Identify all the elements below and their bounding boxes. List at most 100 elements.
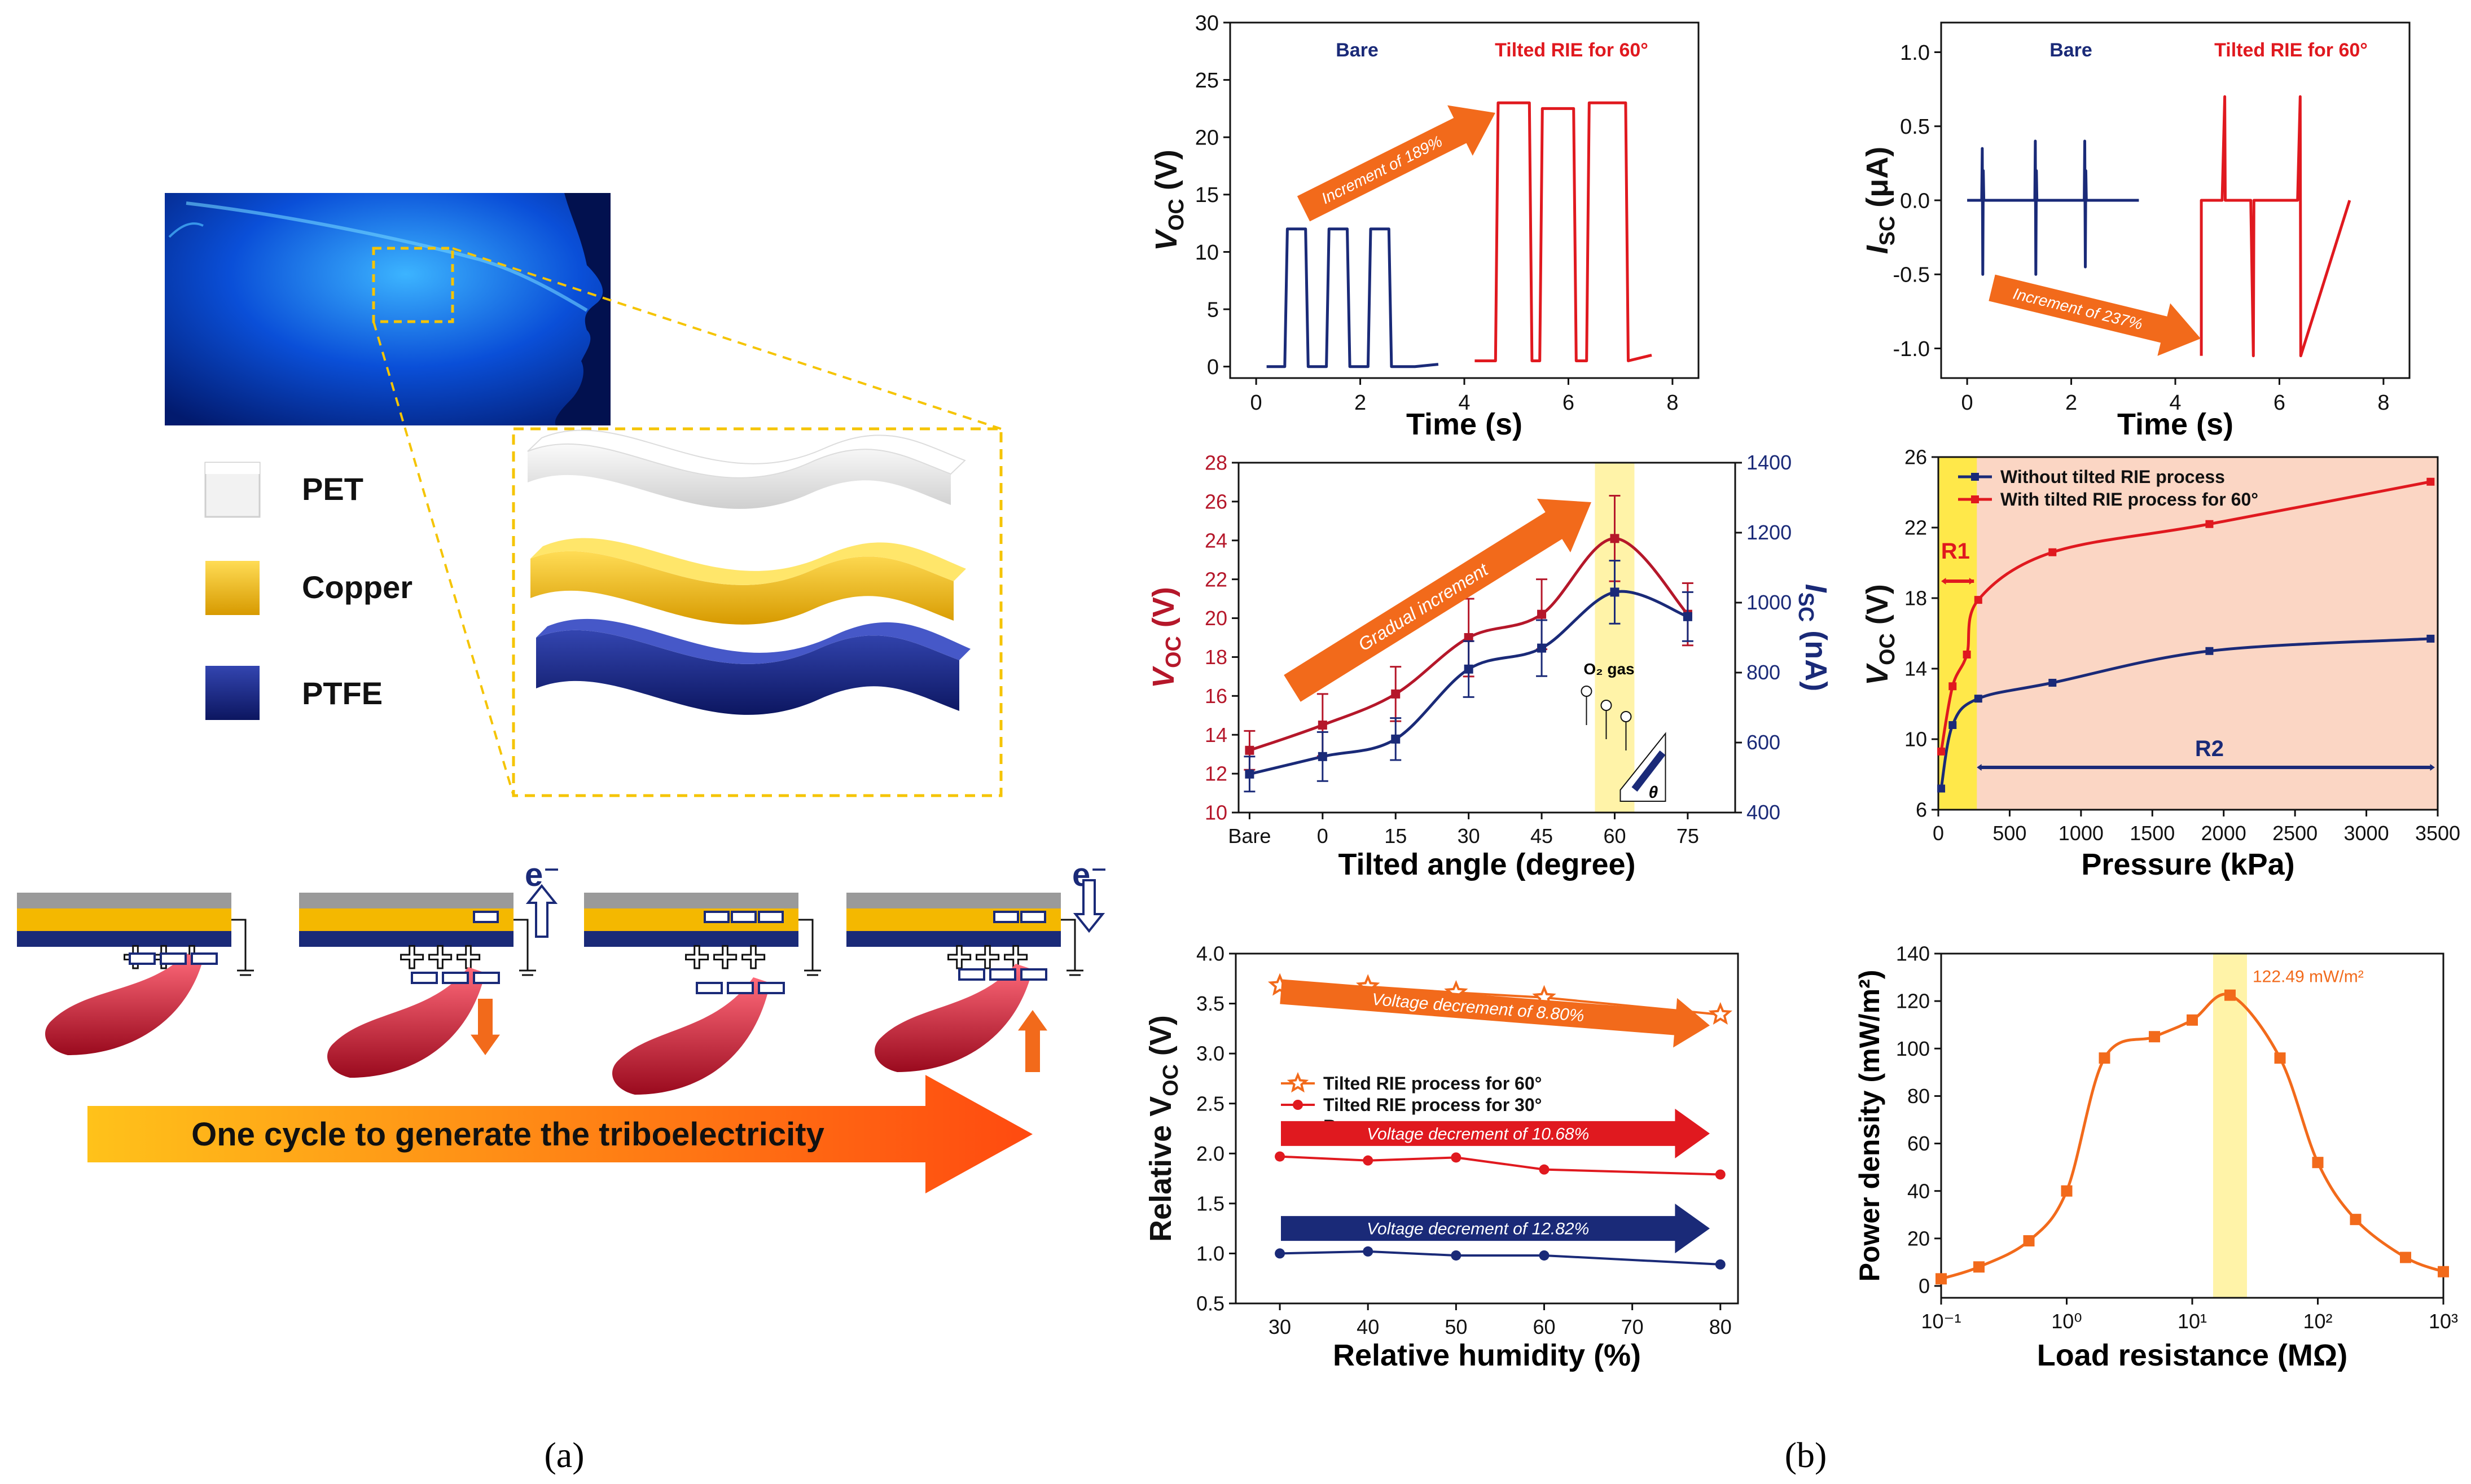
x-tick-label: 0 — [1961, 391, 1973, 415]
x-tick-label: 10¹ — [2178, 1310, 2207, 1333]
data-point-isc — [1537, 643, 1547, 653]
data-point-isc — [1464, 664, 1473, 674]
x-tick-label: 70 — [1621, 1315, 1644, 1338]
increment-arrow: Increment of 237% — [1989, 274, 2201, 356]
cycle-arrow-label: One cycle to generate the triboelectrici… — [191, 1116, 824, 1153]
series-line-1 — [1280, 1155, 1721, 1176]
y-tick-label: 22 — [1904, 516, 1927, 539]
y-tick-label: 40 — [1907, 1179, 1930, 1202]
data-point-voc — [1391, 689, 1401, 699]
x-tick-label: 60 — [1533, 1315, 1555, 1338]
cycle-step-3: + + + — [584, 893, 821, 1095]
data-point-voc — [1245, 745, 1254, 755]
y-tick-label: 0 — [1207, 355, 1219, 379]
y-right-tick-label: 600 — [1746, 731, 1780, 754]
y-tick-label: 2.0 — [1196, 1142, 1224, 1165]
y-tick-label: 80 — [1907, 1085, 1930, 1108]
legend-item-copper: Copper — [205, 561, 412, 615]
gas-label: O₂ gas — [1583, 660, 1634, 678]
data-point-isc — [1318, 752, 1327, 761]
data-point-voc — [1464, 633, 1473, 642]
data-point — [2312, 1157, 2324, 1169]
y-tick-label: 14 — [1205, 723, 1227, 747]
ground-wire — [1061, 919, 1076, 971]
cycle-step-2: + + +e⁻ — [299, 857, 560, 1078]
electron-flow-arrow — [525, 884, 558, 938]
x-tick-label: 4 — [2169, 391, 2181, 415]
y-tick-label: 15 — [1195, 183, 1219, 207]
x-tick-label: 0 — [1317, 824, 1328, 848]
x-tick-label: 8 — [1666, 391, 1678, 415]
y-axis-label: Power density (mW/m²) — [1854, 970, 1885, 1282]
tongue — [612, 977, 770, 1095]
y-axis-label-unit: (V) — [1144, 1015, 1178, 1064]
pet-layer — [584, 893, 798, 908]
increment-arrow: Increment of 189% — [1297, 105, 1496, 222]
zoom-box — [372, 247, 454, 323]
chart-pressure: 0 500 1000 1500 2000 2500 3000 3500 6 10 14 18 22 26 W… — [1860, 446, 2460, 881]
x-tick-label: 75 — [1676, 824, 1699, 848]
y-tick-label: 10 — [1195, 241, 1219, 265]
tongue — [327, 967, 485, 1078]
y-tick-label: -0.5 — [1893, 264, 1930, 287]
negative-charge — [442, 972, 469, 984]
x-tick-label: 3500 — [2415, 822, 2460, 845]
x-tick-label: 80 — [1709, 1315, 1732, 1338]
y-tick-label: 3.0 — [1196, 1042, 1224, 1065]
y-right-tick-label: 400 — [1746, 801, 1780, 824]
y-tick-label: 28 — [1205, 451, 1227, 475]
decrement-arrow-1: Voltage decrement of 10.68% — [1281, 1108, 1710, 1158]
negative-charge — [704, 911, 730, 923]
legend-label-1: Tilted RIE process for 30° — [1323, 1095, 1542, 1115]
y-axis-label-unit: (V) — [1149, 150, 1183, 199]
x-tick-label: 50 — [1445, 1315, 1467, 1338]
decrement-arrow-2-label: Voltage decrement of 12.82% — [1367, 1220, 1589, 1239]
series-line-2 — [1280, 1250, 1721, 1266]
positive-charge: + — [740, 932, 766, 981]
x-tick-label: 2500 — [2272, 822, 2318, 845]
negative-charge — [758, 982, 785, 994]
legend-label-0: Without tilted RIE process — [2000, 467, 2225, 487]
material-legend: PET Copper PTFE — [204, 462, 412, 720]
x-axis-label: Load resistance (MΩ) — [2037, 1338, 2347, 1372]
y-axis-label: ISC (μA) — [1860, 147, 1899, 254]
data-point-1 — [2048, 548, 2057, 556]
gradual-arrow-shape — [1284, 498, 1592, 702]
y-right-axis-label-main: I — [1799, 584, 1833, 593]
increment-arrow-shape — [1297, 105, 1496, 222]
y-tick-label: 2.5 — [1196, 1092, 1224, 1115]
increment-arrow-shape — [1989, 274, 2201, 356]
increment-arrow-label: Increment of 189% — [1319, 133, 1445, 208]
data-point-1 — [1451, 1152, 1461, 1163]
pet-sheet — [527, 429, 966, 509]
gas-molecule — [1600, 700, 1612, 711]
negative-charge — [758, 911, 784, 923]
negative-charge — [1020, 911, 1046, 923]
x-axis-label: Relative humidity (%) — [1333, 1338, 1641, 1372]
data-point-1 — [2426, 477, 2435, 486]
y-right-tick-label: 1000 — [1746, 591, 1792, 614]
data-point — [1935, 1273, 1947, 1285]
y-tick-label: 26 — [1904, 446, 1927, 469]
motion-arrow — [1018, 1010, 1047, 1072]
gas-molecule — [1620, 711, 1632, 722]
data-point-0 — [2205, 647, 2214, 655]
y-right-tick-label: 1200 — [1746, 521, 1792, 544]
data-point-isc — [1610, 587, 1619, 597]
data-point — [2350, 1214, 2362, 1226]
data-point-2 — [1715, 1259, 1726, 1270]
chart-humidity: 30 40 50 60 70 80 0.5 1.0 1.5 2.0 2.5 3.0 3.5 4.0 Tilt… — [1144, 942, 1739, 1372]
y-tick-label: 0.5 — [1196, 1292, 1224, 1315]
data-point — [2061, 1185, 2073, 1197]
y-tick-label: 18 — [1205, 646, 1227, 669]
y-axis-label-sub: OC — [1159, 1064, 1183, 1096]
legend-label-ptfe: PTFE — [302, 675, 383, 711]
data-point — [2274, 1052, 2286, 1064]
ground-wire — [231, 919, 247, 971]
y-tick-label: 1.0 — [1196, 1242, 1224, 1265]
series-line-bare — [1967, 139, 2139, 276]
negative-charge — [473, 911, 499, 923]
x-axis-label: Time (s) — [1406, 407, 1522, 441]
label-tilted: Tilted RIE for 60° — [2214, 39, 2368, 61]
negative-charge — [160, 952, 187, 965]
